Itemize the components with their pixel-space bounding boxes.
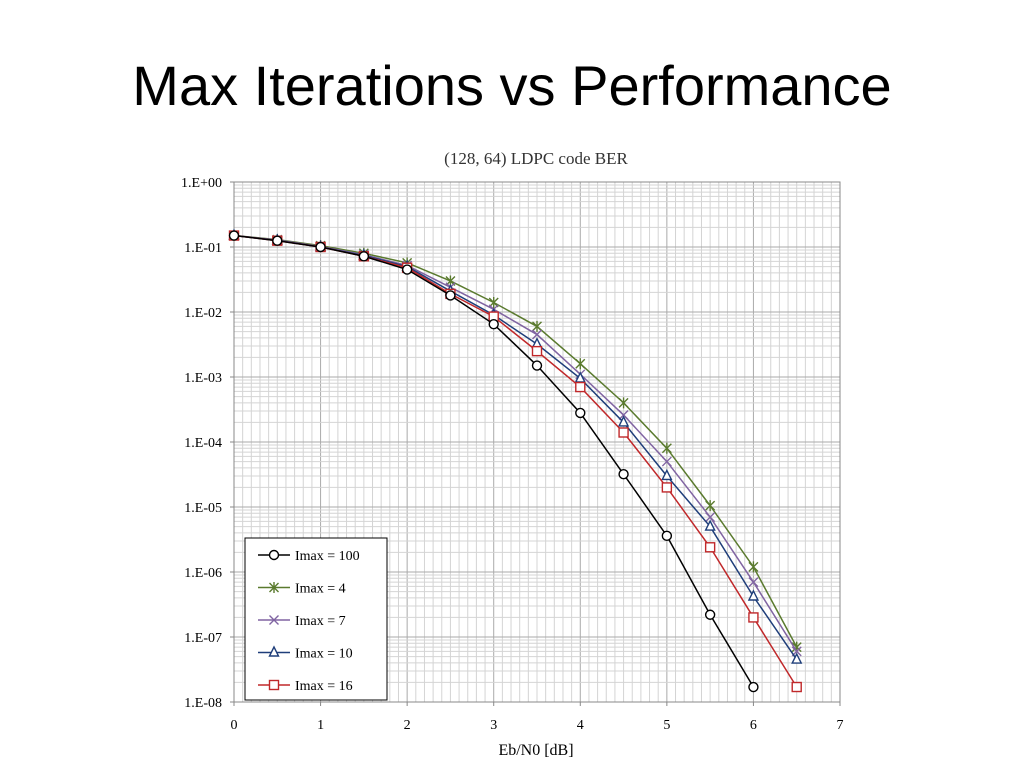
legend-marker (269, 582, 279, 593)
y-tick-label: 1.E-07 (184, 631, 222, 646)
data-point (358, 251, 370, 262)
data-point (704, 519, 716, 531)
legend-marker (268, 645, 280, 657)
legend-marker (268, 549, 280, 561)
data-point (661, 456, 672, 467)
legend-marker (269, 615, 279, 625)
data-point (488, 318, 499, 330)
legend-marker (268, 679, 280, 691)
data-point (618, 397, 629, 409)
x-tick-label: 1 (317, 718, 324, 733)
legend-label: Imax = 16 (295, 679, 353, 694)
slide-title: Max Iterations vs Performance (132, 54, 892, 117)
x-tick-label: 6 (750, 718, 757, 733)
data-point (748, 561, 759, 573)
data-point (575, 407, 586, 419)
legend-label: Imax = 4 (295, 582, 346, 597)
x-tick-label: 0 (231, 718, 238, 733)
legend-label: Imax = 100 (295, 549, 360, 564)
y-tick-label: 1.E-05 (184, 501, 222, 516)
data-point (661, 442, 672, 454)
data-point (705, 500, 716, 512)
y-tick-label: 1.E-08 (184, 696, 222, 711)
x-tick-label: 7 (837, 718, 844, 733)
data-point (704, 542, 716, 553)
legend: Imax = 100 Imax = 4 Imax = 7 Imax = 10 Imax … (244, 537, 388, 701)
data-point (272, 235, 283, 246)
data-point (748, 612, 759, 623)
y-axis: 1.E+00 1.E-01 1.E-02 1.E-03 1.E-04 1.E-05 1.E-… (181, 176, 234, 711)
data-point (748, 577, 759, 588)
data-point (661, 482, 673, 493)
y-tick-label: 1.E-01 (184, 241, 222, 256)
data-point (747, 589, 760, 601)
y-tick-label: 1.E-04 (184, 436, 222, 451)
x-axis-label: Eb/N0 [dB] (498, 742, 573, 759)
x-tick-label: 3 (490, 718, 497, 733)
y-tick-label: 1.E-02 (184, 306, 222, 321)
data-point (445, 290, 456, 301)
data-point (315, 241, 326, 253)
data-point (401, 264, 413, 275)
legend-label: Imax = 10 (295, 647, 353, 662)
y-tick-label: 1.E-03 (184, 371, 222, 386)
data-point (531, 360, 543, 371)
data-point (791, 652, 803, 664)
data-point (532, 320, 542, 332)
data-point (748, 681, 759, 693)
data-point (617, 415, 630, 427)
data-point (704, 609, 716, 620)
data-point (531, 345, 543, 357)
data-point (618, 427, 629, 438)
y-tick-label: 1.E-06 (184, 566, 222, 581)
data-point (575, 358, 586, 370)
data-point (661, 468, 673, 481)
x-tick-label: 5 (663, 718, 670, 733)
data-point (532, 329, 542, 340)
y-tick-label: 1.E+00 (181, 176, 222, 191)
legend-label: Imax = 7 (295, 614, 346, 629)
data-point (705, 512, 716, 523)
chart-title: (128, 64) LDPC code BER (444, 149, 628, 168)
series-line (233, 234, 798, 648)
data-point (661, 530, 673, 542)
data-point (618, 410, 629, 421)
series-imax100 (228, 230, 759, 693)
data-point (575, 381, 586, 393)
x-tick-label: 4 (577, 718, 584, 733)
data-point (618, 468, 629, 480)
data-point (791, 681, 802, 693)
data-point (228, 230, 240, 241)
x-axis: 0 1 2 3 4 5 6 7 (231, 702, 844, 733)
legend-box (244, 537, 388, 701)
series-layer (228, 228, 803, 693)
x-tick-label: 2 (404, 718, 411, 733)
